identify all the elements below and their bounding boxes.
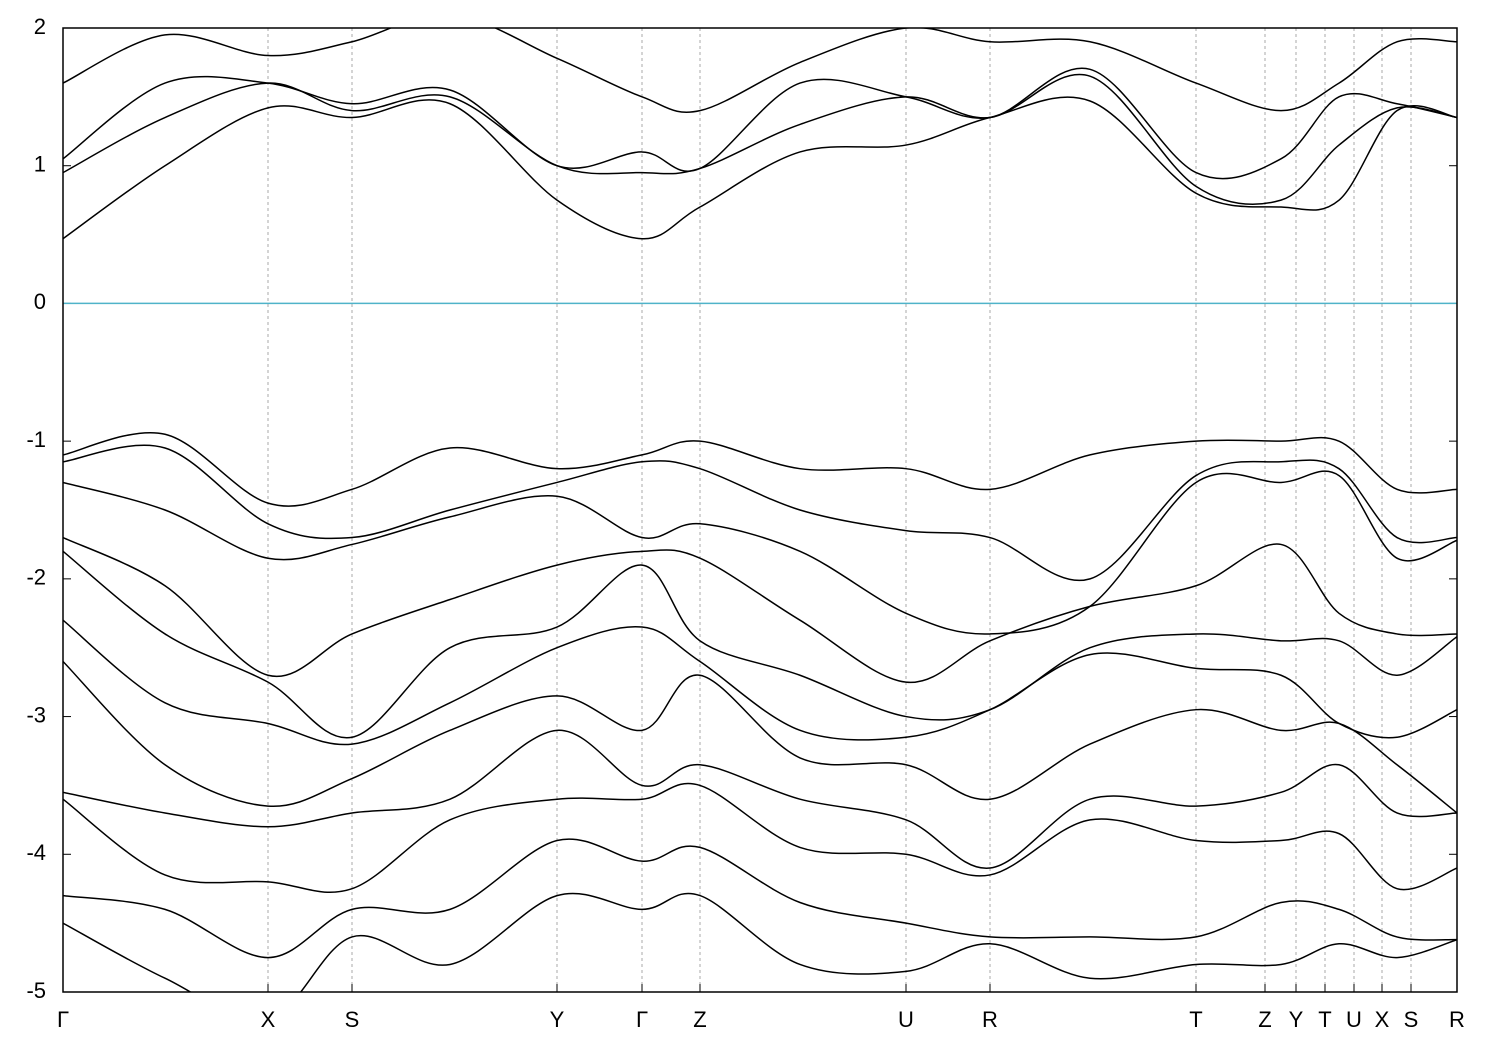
x-tick-label: X [261, 1007, 276, 1032]
x-tick-label: T [1318, 1007, 1331, 1032]
bands [63, 28, 1457, 992]
x-tick-label: X [1375, 1007, 1390, 1032]
band-line [63, 660, 1457, 814]
band-line [63, 444, 1457, 582]
y-tick-label: 0 [34, 289, 46, 314]
band-line [63, 432, 1457, 507]
x-tick-label: T [1189, 1007, 1202, 1032]
x-tick-label: R [1449, 1007, 1465, 1032]
band-line [63, 470, 1457, 635]
plot-frame [62, 27, 1458, 993]
y-tick-label: 1 [34, 152, 46, 177]
band-line [63, 73, 1457, 205]
y-tick-label: -1 [26, 427, 46, 452]
x-tick-label: U [898, 1007, 914, 1032]
x-tick-label: Γ [57, 1007, 69, 1032]
x-tick-label: Y [1289, 1007, 1304, 1032]
x-tick-label: Y [550, 1007, 565, 1032]
band-line [63, 838, 1457, 959]
band-line [63, 536, 1457, 683]
x-tick-label: Z [693, 1007, 706, 1032]
y-tick-label: -5 [26, 978, 46, 1003]
band-line [63, 550, 1457, 739]
band-line [63, 67, 1457, 180]
y-tick-label: -3 [26, 702, 46, 727]
x-tick-label: S [1404, 1007, 1419, 1032]
x-tick-label: Γ [636, 1007, 648, 1032]
x-tick-label: S [345, 1007, 360, 1032]
y-tick-label: 2 [34, 14, 46, 39]
x-tick-label: U [1346, 1007, 1362, 1032]
y-tick-label: -2 [26, 565, 46, 590]
y-tick-label: -4 [26, 840, 46, 865]
x-tick-label: R [982, 1007, 998, 1032]
band-line [63, 782, 1457, 893]
band-line [63, 892, 1457, 992]
x-tick-label: Z [1258, 1007, 1271, 1032]
band-line [63, 619, 1457, 746]
band-line [63, 729, 1457, 869]
band-line [63, 28, 1457, 113]
band-line [63, 96, 1457, 240]
